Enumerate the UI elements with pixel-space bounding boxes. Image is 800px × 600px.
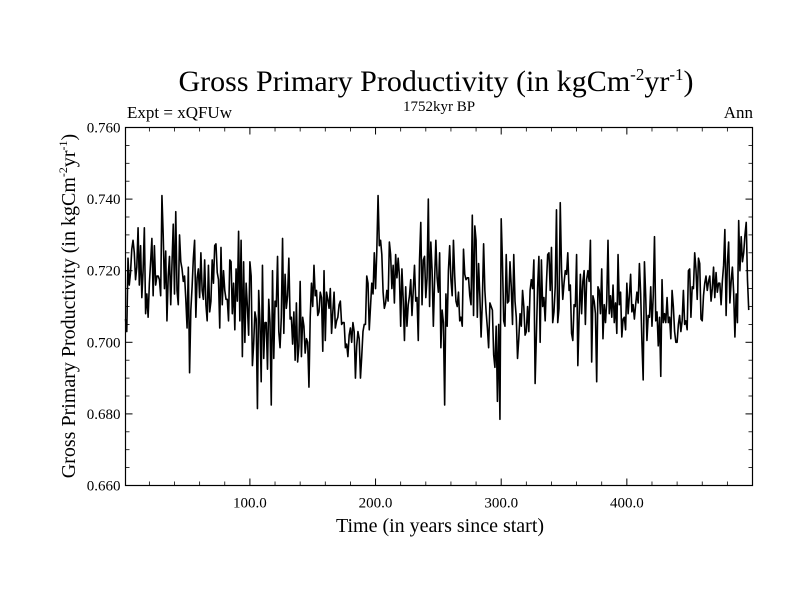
period-label: 1752kyr BP xyxy=(403,99,475,115)
x-axis: 100.0 200.0 300.0 400.0 xyxy=(148,127,728,512)
series-layer xyxy=(124,194,750,421)
y-tick-label: 0.720 xyxy=(87,264,121,280)
x-tick-label: 100.0 xyxy=(233,496,267,512)
y-tick-label: 0.760 xyxy=(87,121,121,137)
x-tick-label: 300.0 xyxy=(484,496,518,512)
y-tick-label: 0.700 xyxy=(87,335,121,351)
x-axis-label: Time (in years since start) xyxy=(336,515,544,537)
season-label: Ann xyxy=(724,103,754,122)
chart-title: Gross Primary Productivity (in kgCm-2yr-… xyxy=(179,65,694,98)
series-line xyxy=(124,194,750,421)
y-tick-label: 0.740 xyxy=(87,192,121,208)
x-tick-label: 400.0 xyxy=(610,496,644,512)
y-axis-label: Gross Primary Productivity (in kgCm-2yr-… xyxy=(56,134,80,478)
x-tick-label: 200.0 xyxy=(359,496,393,512)
y-tick-label: 0.660 xyxy=(87,479,121,495)
y-axis: 0.660 0.680 0.700 0.720 0.740 0.760 xyxy=(87,121,753,495)
y-tick-label: 0.680 xyxy=(87,407,121,423)
experiment-label: Expt = xQFUw xyxy=(127,103,233,122)
